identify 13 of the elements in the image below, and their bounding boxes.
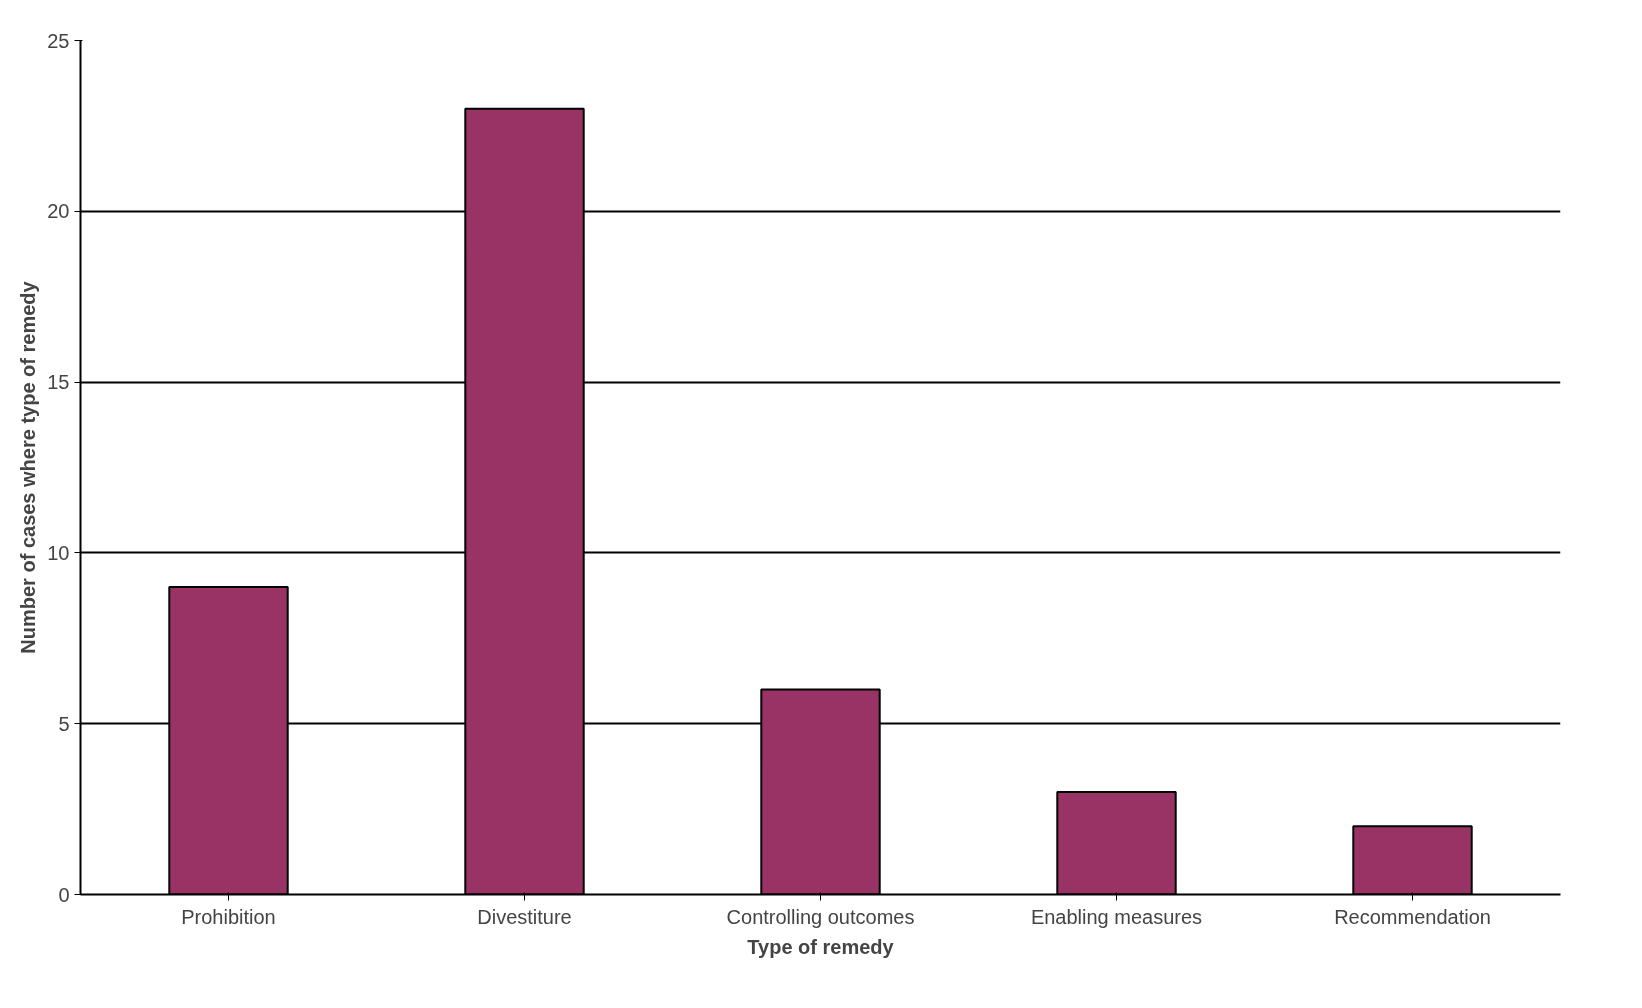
- y-tick-label: 0: [58, 883, 70, 906]
- y-tick-label: 20: [47, 200, 70, 223]
- x-tick-label: Enabling measures: [1030, 905, 1203, 928]
- x-axis-title: Type of remedy: [747, 935, 895, 958]
- x-tick-label: Recommendation: [1334, 905, 1491, 928]
- x-tick-label: Controlling outcomes: [726, 905, 915, 928]
- y-tick-label: 10: [47, 541, 70, 564]
- x-tick-label: Divestiture: [477, 905, 572, 928]
- y-tick-label: 15: [47, 371, 70, 394]
- y-tick-label: 5: [58, 712, 70, 735]
- y-axis-title: Number of cases where type of remedy: [17, 280, 40, 654]
- y-tick-label: 25: [47, 29, 70, 52]
- x-tick-label: Prohibition: [181, 905, 276, 928]
